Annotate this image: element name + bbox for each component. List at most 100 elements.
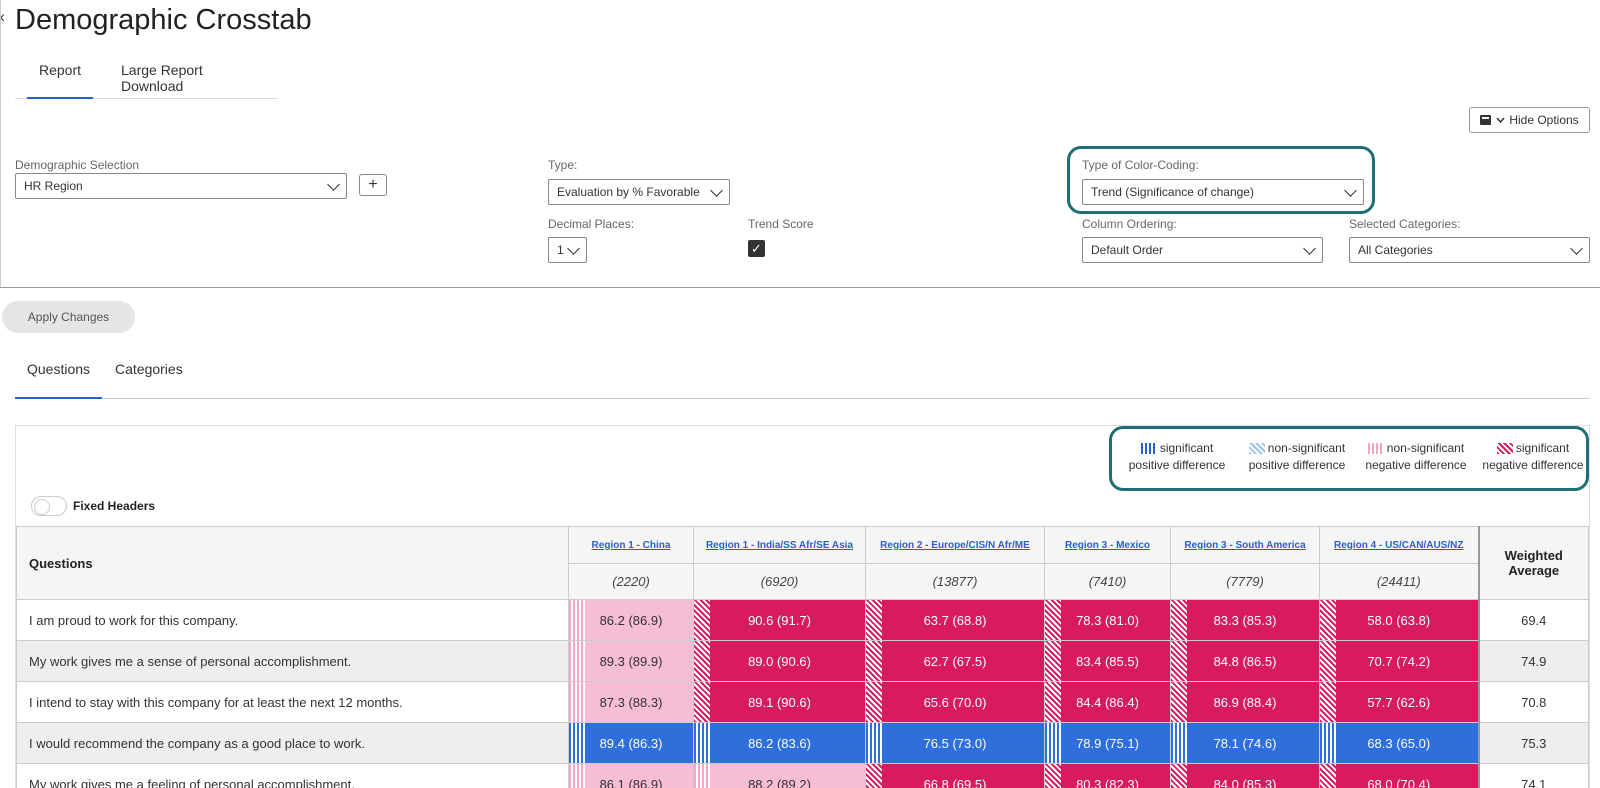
legend-line1: non-significant [1386,441,1465,455]
significance-pattern-icon [1171,723,1187,763]
apply-changes-label: Apply Changes [27,310,110,324]
score-cell: 84.0 (85.3) [1170,763,1320,788]
score-value: 86.1 (86.9) [599,776,663,788]
significance-pattern-icon [1171,600,1187,640]
question-text: I am proud to work for this company. [16,599,569,641]
column-n-count: (7779) [1170,563,1320,600]
score-cell: 86.9 (88.4) [1170,681,1320,723]
column-header-link[interactable]: Region 3 - Mexico [1044,526,1171,564]
column-n-count: (2220) [568,563,694,600]
score-value: 84.0 (85.3) [1213,776,1277,788]
significance-pattern-icon [694,600,710,640]
score-value: 89.4 (86.3) [599,735,663,751]
color-coding-select[interactable]: Trend (Significance of change) [1082,179,1364,205]
weighted-average-header: Weighted Average [1477,526,1589,600]
score-value: 86.2 (86.9) [599,612,663,628]
chevron-down-icon [1496,117,1505,123]
score-value: 58.0 (63.8) [1367,612,1431,628]
significance-pattern-icon [1171,764,1187,788]
score-value: 84.8 (86.5) [1213,653,1277,669]
crosstab-body: I am proud to work for this company. 86.2… [16,599,1589,788]
column-ordering-label: Column Ordering: [1082,217,1177,231]
score-cell: 68.3 (65.0) [1319,722,1479,764]
significance-pattern-icon [866,641,882,681]
fixed-headers-toggle[interactable] [31,496,67,516]
trend-score-checkbox[interactable]: ✓ [748,240,765,257]
type-select[interactable]: Evaluation by % Favorable [548,179,730,205]
options-divider [0,287,1600,288]
score-value: 83.3 (85.3) [1213,612,1277,628]
add-demographic-button[interactable]: + [359,174,387,196]
score-cell: 68.0 (70.4) [1319,763,1479,788]
tab-categories[interactable]: Categories [103,361,195,399]
close-icon[interactable]: × [0,10,6,27]
legend-line1: significant [1159,441,1214,455]
significance-pattern-icon [1045,682,1061,722]
weighted-average-cell: 70.8 [1477,681,1589,723]
score-value: 78.9 (75.1) [1076,735,1139,751]
column-header-link[interactable]: Region 3 - South America [1170,526,1320,564]
column-header-link[interactable]: Region 2 - Europe/CIS/N Afr/ME [865,526,1045,564]
chevron-down-icon [1344,184,1357,197]
score-cell: 78.9 (75.1) [1044,722,1171,764]
score-cell: 86.2 (83.6) [693,722,866,764]
score-value: 65.6 (70.0) [923,694,987,710]
legend-line2: positive difference [1128,458,1226,472]
score-value: 68.0 (70.4) [1367,776,1431,788]
significance-pattern-icon [569,764,585,788]
column-n-count: (24411) [1319,563,1479,600]
legend-significant-positive: significant positive difference [1121,440,1233,474]
score-value: 68.3 (65.0) [1367,735,1431,751]
left-divider [0,0,1,287]
table-row: My work gives me a sense of personal acc… [16,640,1589,682]
color-coding-value: Trend (Significance of change) [1091,185,1254,199]
score-cell: 76.5 (73.0) [865,722,1045,764]
tab-questions[interactable]: Questions [15,361,103,399]
legend-line2: negative difference [1482,458,1584,472]
column-header-link[interactable]: Region 4 - US/CAN/AUS/NZ [1319,526,1479,564]
apply-changes-button[interactable]: Apply Changes [2,301,135,333]
table-row: I would recommend the company as a good … [16,722,1589,764]
question-text: My work gives me a sense of personal acc… [16,640,569,682]
significance-pattern-icon [866,723,882,763]
column-header-link[interactable]: Region 1 - India/SS Afr/SE Asia [693,526,866,564]
column-n-count: (7410) [1044,563,1171,600]
table-row: My work gives me a feeling of personal a… [16,763,1589,788]
score-value: 90.6 (91.7) [748,612,811,628]
plus-icon: + [368,176,378,193]
tab-report[interactable]: Report [27,62,94,99]
hide-options-label: Hide Options [1509,113,1579,127]
significance-pattern-icon [694,723,710,763]
score-cell: 89.0 (90.6) [693,640,866,682]
hide-options-button[interactable]: Hide Options [1469,107,1590,133]
significance-pattern-icon [694,682,710,722]
score-cell: 90.6 (91.7) [693,599,866,641]
table-row: I am proud to work for this company. 86.2… [16,599,1589,641]
significance-pattern-icon [1045,641,1061,681]
column-ordering-select[interactable]: Default Order [1082,237,1323,263]
demographic-selection-select[interactable]: HR Region [15,173,347,199]
color-coding-label: Type of Color-Coding: [1082,158,1199,172]
legend-highlight [1109,426,1589,491]
significance-pattern-icon [569,723,585,763]
score-cell: 62.7 (67.5) [865,640,1045,682]
score-cell: 84.8 (86.5) [1170,640,1320,682]
selected-categories-select[interactable]: All Categories [1349,237,1590,263]
score-cell: 84.4 (86.4) [1044,681,1171,723]
weighted-average-cell: 74.1 [1477,763,1589,788]
report-tabs: Report Large Report Download [15,52,277,99]
score-value: 86.9 (88.4) [1213,694,1277,710]
score-value: 88.2 (89.2) [748,776,811,788]
score-cell: 87.3 (88.3) [568,681,694,723]
significance-pattern-icon [866,600,882,640]
score-cell: 83.3 (85.3) [1170,599,1320,641]
significance-pattern-icon [569,682,585,722]
column-header-link[interactable]: Region 1 - China [568,526,694,564]
decimal-places-select[interactable]: 1 [548,237,587,263]
nonsignificant-negative-swatch-icon [1367,443,1384,455]
tab-large-report-download-label: Large Report Download [121,62,203,94]
significance-pattern-icon [1045,600,1061,640]
trend-score-label: Trend Score [748,217,814,231]
tab-large-report-download[interactable]: Large Report Download [109,62,277,99]
crosstab-panel: significant positive difference non-sign… [15,425,1590,788]
